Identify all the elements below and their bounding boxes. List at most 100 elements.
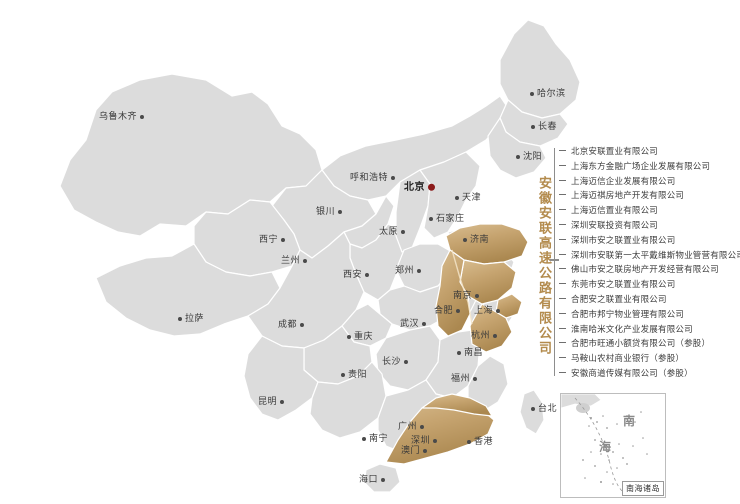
subsidiary-name: 深圳市安联第一太平戴维斯物业管营有限公司 xyxy=(571,250,740,261)
city-name: 重庆 xyxy=(354,332,374,342)
inset-mainland-edge xyxy=(561,394,602,409)
city-label: 南昌 xyxy=(454,349,483,359)
city-name: 昆明 xyxy=(257,397,277,407)
city-label: 香港 xyxy=(464,438,493,448)
city-name: 长春 xyxy=(538,122,558,132)
city-label: 福州 xyxy=(451,375,480,385)
branch-dash-icon xyxy=(559,164,566,166)
city-name: 上海 xyxy=(473,306,493,316)
city-name: 兰州 xyxy=(280,256,300,266)
city-marker-icon xyxy=(140,114,144,119)
city-name: 哈尔滨 xyxy=(537,89,566,99)
city-label: 西宁 xyxy=(259,236,288,246)
city-label: 长沙 xyxy=(382,358,411,368)
subsidiary-item: 马鞍山农村商业银行（参股） xyxy=(559,352,740,367)
city-name: 香港 xyxy=(474,437,494,447)
city-marker-icon xyxy=(530,91,534,96)
city-name: 海口 xyxy=(358,475,378,485)
city-name: 银川 xyxy=(315,207,335,217)
city-marker-icon xyxy=(496,308,500,313)
city-label: 成都 xyxy=(278,321,307,331)
city-marker-icon xyxy=(300,322,304,327)
city-marker-icon xyxy=(531,124,535,129)
subsidiary-name: 上海迈信企业发展有限公司 xyxy=(571,176,676,187)
city-label: 杭州 xyxy=(471,332,500,342)
city-name: 杭州 xyxy=(470,331,490,341)
city-label: 石家庄 xyxy=(426,215,465,225)
subsidiary-name: 佛山市安之联房地产开发经营有限公司 xyxy=(571,265,719,276)
subsidiary-name: 安徽商道传媒有限公司（参股） xyxy=(571,368,693,379)
city-label: 乌鲁木齐 xyxy=(99,113,147,123)
city-marker-icon xyxy=(341,372,345,377)
city-label: 昆明 xyxy=(258,398,287,408)
city-label: 天津 xyxy=(452,194,481,204)
city-name: 广州 xyxy=(397,422,417,432)
city-label: 武汉 xyxy=(400,320,429,330)
city-name: 贵阳 xyxy=(348,370,368,380)
highlight-guangdong-north xyxy=(421,393,493,417)
branch-dash-icon xyxy=(559,268,566,270)
city-marker-icon xyxy=(401,229,405,234)
city-marker-icon xyxy=(429,216,433,221)
city-label: 海口 xyxy=(359,476,388,486)
subsidiary-name: 北京安联置业有限公司 xyxy=(571,147,659,157)
city-marker-icon xyxy=(362,436,366,441)
subsidiary-name: 合肥市旺通小额贷有限公司（参股） xyxy=(571,339,711,350)
city-label: 贵阳 xyxy=(338,371,367,381)
highlight-zhejiang xyxy=(469,303,513,353)
highway-line xyxy=(451,249,473,325)
city-label: 兰州 xyxy=(281,257,310,267)
city-marker-icon xyxy=(420,424,424,429)
city-label: 沈阳 xyxy=(513,153,542,163)
city-label: 南宁 xyxy=(359,435,388,445)
province-liaoning xyxy=(487,117,547,179)
city-name: 天津 xyxy=(462,193,482,203)
city-label: 西安 xyxy=(343,271,372,281)
branch-dash-icon xyxy=(559,371,566,373)
city-label: 拉萨 xyxy=(175,315,204,325)
city-marker-icon xyxy=(473,376,477,381)
province-taiwan xyxy=(519,389,545,435)
city-marker-icon xyxy=(428,183,435,191)
subsidiary-name: 马鞍山农村商业银行（参股） xyxy=(571,354,685,365)
inset-caption: 南海诸岛 xyxy=(622,481,664,496)
city-name: 合肥 xyxy=(433,306,453,316)
subsidiary-item: 上海东方金融广场企业发展有限公司 xyxy=(559,160,740,175)
city-label: 太原 xyxy=(379,228,408,238)
city-label: 哈尔滨 xyxy=(527,90,566,100)
subsidiary-name: 上海迈信置业有限公司 xyxy=(571,206,659,217)
company-structure-panel: 安徽安联高速公路有限公司 北京安联置业有限公司 上海东方金融广场企业发展有限公司上… xyxy=(528,143,740,383)
city-marker-icon xyxy=(475,293,479,298)
branch-dash-icon xyxy=(559,327,566,329)
city-name: 太原 xyxy=(378,227,398,237)
city-marker-icon xyxy=(423,448,427,453)
map-highlight-provinces xyxy=(385,223,529,465)
branch-dash-icon xyxy=(559,342,566,344)
inset-sea-label-hai: 海 xyxy=(599,440,612,454)
south-sea-inset-svg xyxy=(561,394,648,493)
city-name: 成都 xyxy=(277,320,297,330)
subsidiary-item: 淮南哈米文化产业发展有限公司 xyxy=(559,323,740,338)
city-marker-icon xyxy=(457,350,461,355)
city-marker-icon xyxy=(338,209,342,214)
city-label: 广州 xyxy=(398,423,427,433)
province-hebei xyxy=(419,151,481,239)
branch-dash-icon xyxy=(559,253,566,255)
branch-dash-icon xyxy=(559,179,566,181)
city-label: 重庆 xyxy=(344,333,373,343)
city-name: 乌鲁木齐 xyxy=(98,112,137,122)
subsidiary-item: 合肥安之联置业有限公司 xyxy=(559,293,740,308)
subsidiary-name: 合肥安之联置业有限公司 xyxy=(571,294,667,305)
city-name: 南昌 xyxy=(464,348,484,358)
city-marker-icon xyxy=(303,258,307,263)
city-marker-icon xyxy=(280,399,284,404)
city-name: 西宁 xyxy=(258,235,278,245)
subsidiary-name: 深圳安联投资有限公司 xyxy=(571,220,659,231)
city-marker-icon xyxy=(493,333,497,338)
city-label: 上海 xyxy=(474,307,503,317)
branch-dash-icon xyxy=(559,357,566,359)
city-label: 深圳 xyxy=(411,437,440,447)
city-name: 福州 xyxy=(450,374,470,384)
province-yunnan xyxy=(243,335,319,421)
